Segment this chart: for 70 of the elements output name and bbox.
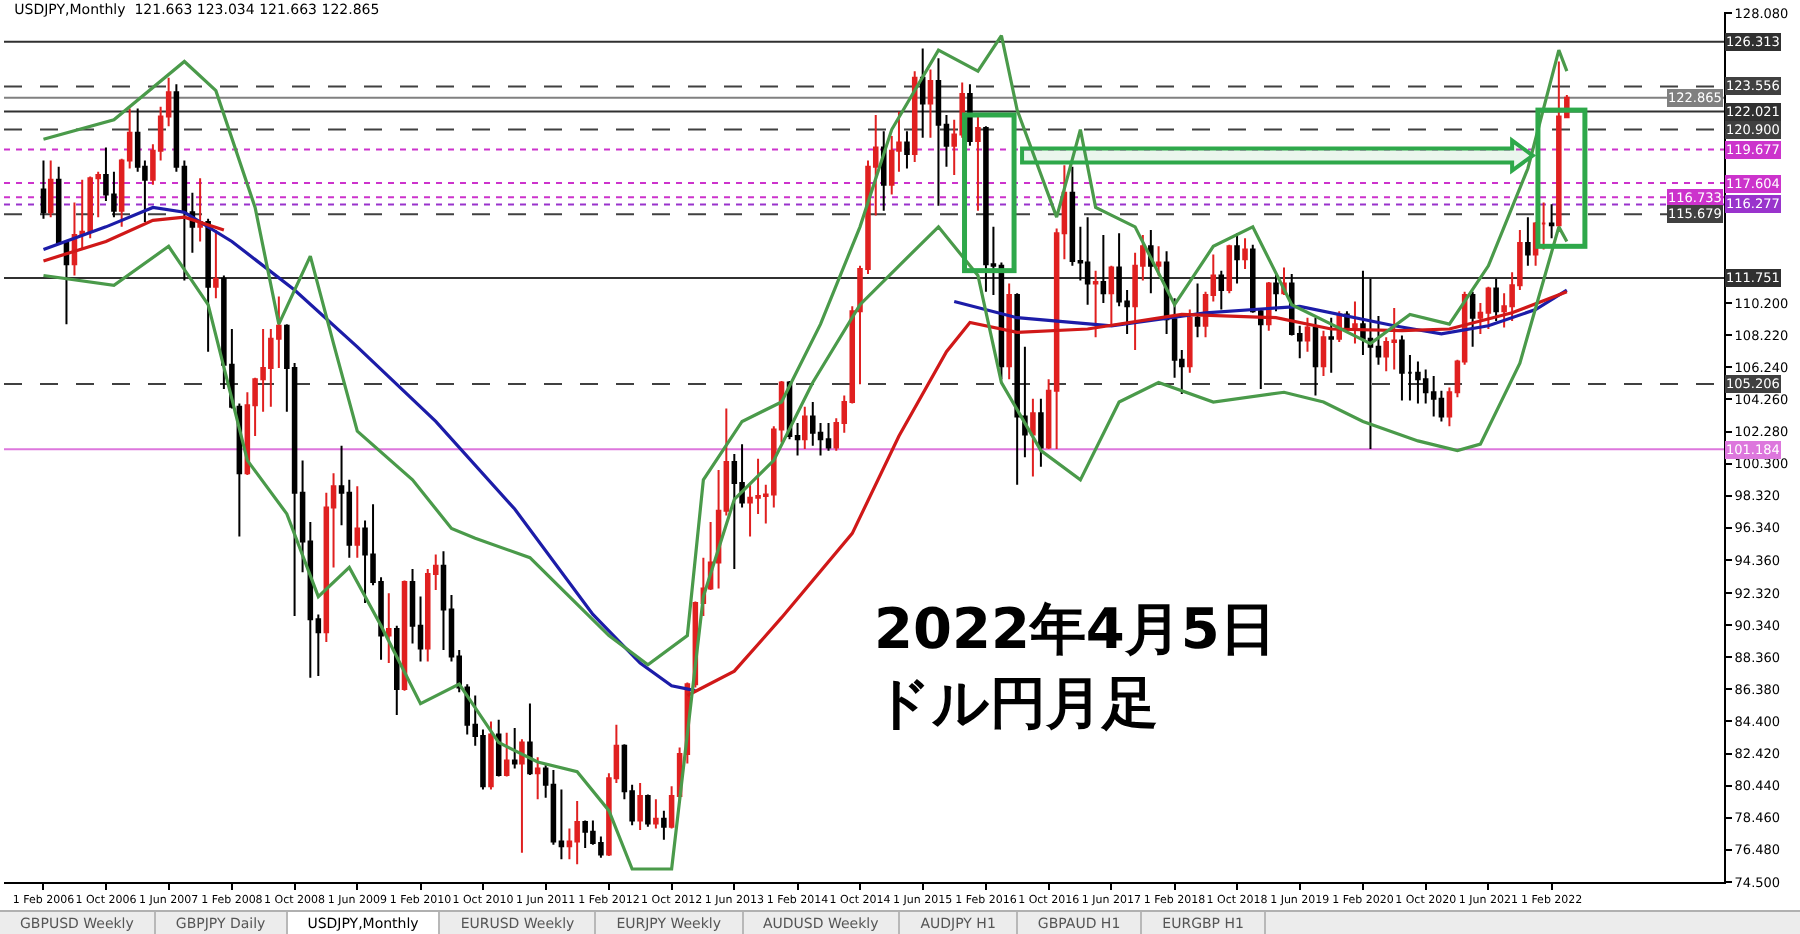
candlestick [1430, 375, 1437, 418]
candlestick [197, 177, 203, 243]
line-series [41, 33, 1569, 667]
candlestick [47, 159, 54, 219]
candlestick [1038, 397, 1044, 468]
candlestick [1493, 277, 1499, 322]
line-series [41, 225, 1569, 871]
candlestick [394, 624, 400, 716]
candlestick [904, 130, 910, 170]
candlestick [1548, 203, 1555, 240]
candlestick [1155, 245, 1162, 277]
candlestick [1226, 243, 1233, 295]
candlestick [1218, 269, 1225, 311]
candlestick [582, 819, 588, 849]
candlestick [1022, 345, 1028, 459]
candlestick [386, 592, 392, 665]
candlestick [919, 47, 926, 139]
candlestick [637, 782, 643, 832]
annotation: ドル円月足 [874, 670, 1158, 736]
candlestick [1030, 397, 1036, 478]
candlestick [1485, 285, 1492, 331]
candlestick [1187, 308, 1193, 374]
candlestick [802, 405, 808, 451]
candlestick [527, 702, 533, 776]
candlestick [574, 799, 580, 866]
candlestick [983, 125, 989, 293]
candlestick [1194, 282, 1201, 339]
candlestick [927, 68, 934, 139]
candlestick [1391, 306, 1397, 371]
candlestick [213, 229, 219, 300]
candlestick [1367, 277, 1374, 451]
candlestick [1304, 316, 1311, 353]
candlestick [1006, 282, 1012, 381]
candlestick [534, 756, 541, 801]
candlestick [503, 731, 510, 778]
candlestick [205, 217, 211, 353]
candlestick [55, 165, 62, 245]
candlestick [1014, 292, 1020, 486]
candlestick [1273, 271, 1279, 313]
candlestick [935, 57, 942, 207]
candlestick [645, 793, 651, 828]
candlestick [1320, 329, 1327, 378]
candlestick [63, 240, 70, 326]
candlestick [731, 452, 738, 571]
candlestick [1328, 316, 1334, 374]
candlestick [1234, 232, 1240, 285]
candlestick [825, 422, 832, 452]
candlestick [975, 115, 981, 212]
candlestick [1108, 264, 1115, 327]
candlestick [87, 175, 93, 240]
candlestick [488, 720, 494, 791]
candlestick [1399, 334, 1405, 402]
candlestick [1084, 216, 1091, 306]
annotation: 2022年4月5日 [874, 596, 1276, 662]
candlestick [40, 159, 47, 220]
candlestick [1312, 316, 1319, 397]
candlestick [661, 809, 667, 841]
candlestick [1352, 300, 1358, 345]
candlestick [511, 726, 518, 770]
candlestick [519, 738, 525, 854]
candlestick [1525, 216, 1531, 267]
candlestick [1092, 269, 1099, 339]
candlestick [1415, 360, 1421, 405]
candlestick [653, 798, 659, 830]
candlestick [1469, 290, 1476, 348]
candlestick [1556, 60, 1562, 233]
candlestick [354, 485, 361, 559]
candlestick [1100, 233, 1107, 305]
candlestick [1540, 201, 1547, 251]
candlestick [1242, 237, 1248, 271]
